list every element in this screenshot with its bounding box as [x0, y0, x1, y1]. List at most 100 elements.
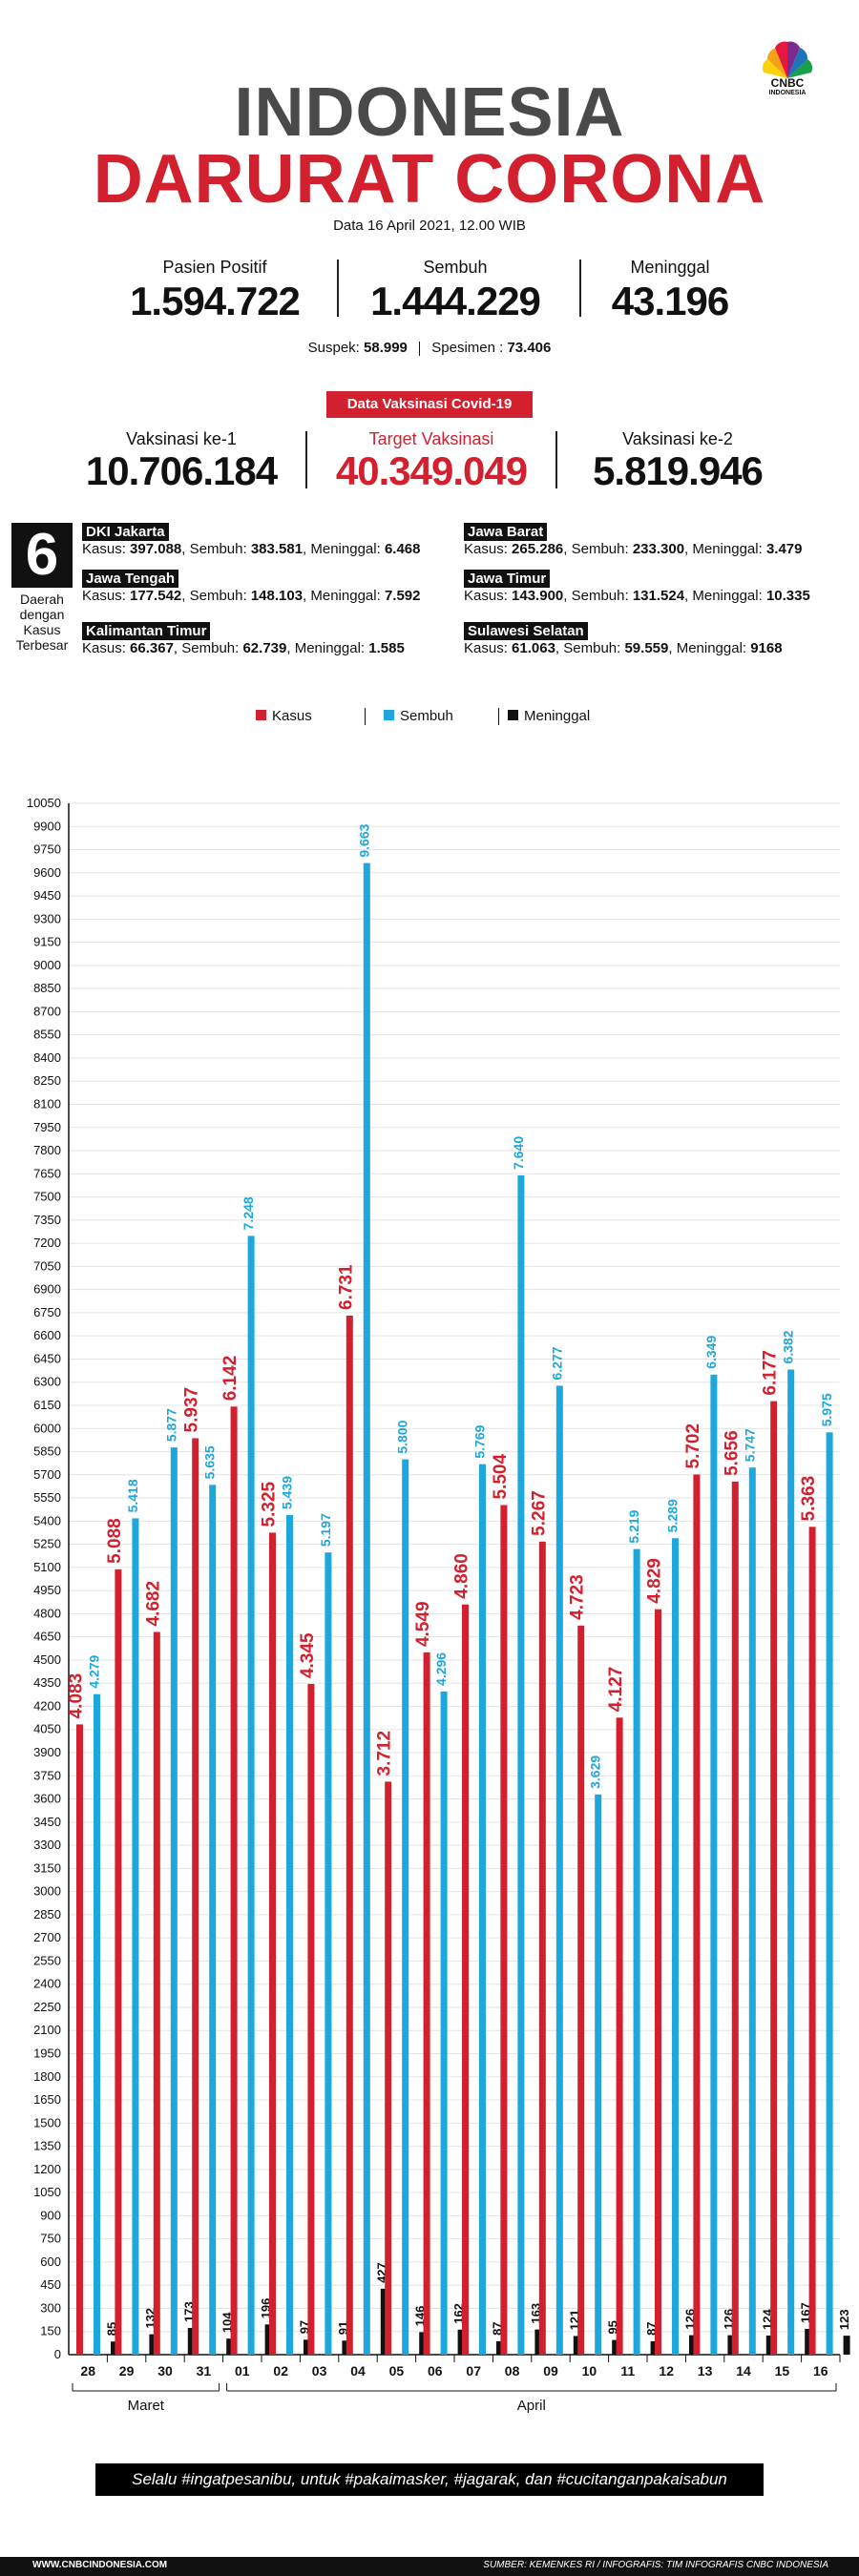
- y-tick-label: 9750: [33, 842, 61, 857]
- y-tick-label: 2550: [33, 1953, 61, 1967]
- data-label-kasus: 6.142: [220, 1356, 241, 1402]
- footer-site: WWW.CNBCINDONESIA.COM: [32, 2560, 168, 2570]
- y-tick-label: 10050: [27, 796, 61, 810]
- x-tick-label: 01: [235, 2363, 250, 2379]
- y-tick-label: 8100: [33, 1096, 61, 1111]
- bar-meninggal: [612, 2339, 619, 2355]
- bar-kasus: [693, 1474, 701, 2355]
- bar-sembuh: [517, 1174, 525, 2355]
- bar-meninggal: [264, 2324, 272, 2355]
- region-side-label-line: Daerah: [20, 592, 64, 607]
- region-name: DKI Jakarta: [82, 523, 169, 541]
- y-tick-label: 9150: [33, 935, 61, 949]
- y-tick-label: 7200: [33, 1236, 61, 1250]
- vaccine-dose2-label: Vaksinasi ke-2: [622, 429, 733, 448]
- y-tick-label: 8700: [33, 1004, 61, 1018]
- data-label-sembuh: 6.382: [781, 1330, 796, 1363]
- bar-meninggal: [187, 2328, 195, 2355]
- y-tick-label: 8550: [33, 1028, 61, 1042]
- data-label-kasus: 5.702: [683, 1423, 703, 1469]
- x-tick-label: 04: [350, 2363, 366, 2379]
- bar-sembuh: [325, 1552, 332, 2355]
- y-tick-label: 6750: [33, 1305, 61, 1319]
- y-tick-label: 1200: [33, 2162, 61, 2176]
- cnbc-peacock-logo-icon: [762, 41, 813, 78]
- y-tick-label: 6150: [33, 1398, 61, 1412]
- region-side-label-line: Terbesar: [15, 637, 69, 653]
- y-tick-label: 1950: [33, 2046, 61, 2061]
- data-label-meninggal: 123: [837, 2309, 851, 2330]
- data-label-kasus: 4.829: [645, 1558, 665, 1604]
- y-tick-label: 2700: [33, 1930, 61, 1944]
- x-tick-label: 11: [620, 2363, 635, 2379]
- bar-kasus: [616, 1717, 623, 2355]
- positive-label: Pasien Positif: [162, 258, 267, 277]
- bar-kasus: [808, 1527, 816, 2355]
- data-label-sembuh: 3.629: [588, 1755, 603, 1789]
- region-dki-jakarta: DKI Jakarta Kasus: 397.088, Sembuh: 383.…: [82, 523, 464, 557]
- y-tick-label: 3600: [33, 1792, 61, 1806]
- bar-sembuh: [748, 1467, 756, 2355]
- region-sulawesi-selatan: Sulawesi Selatan Kasus: 61.063, Sembuh: …: [464, 622, 850, 656]
- bar-kasus: [269, 1532, 276, 2355]
- y-tick-label: 4500: [33, 1652, 61, 1667]
- region-name: Jawa Tengah: [82, 570, 179, 588]
- y-tick-label: 3150: [33, 1860, 61, 1875]
- positive-value: 1.594.722: [130, 279, 301, 323]
- region-count-number: 6: [11, 523, 73, 588]
- data-label-kasus: 4.127: [606, 1667, 626, 1713]
- y-tick-label: 7350: [33, 1213, 61, 1227]
- y-tick-label: 7800: [33, 1143, 61, 1157]
- bar-kasus: [655, 1609, 661, 2355]
- bar-sembuh: [710, 1374, 718, 2355]
- vaccine-target-label: Target Vaksinasi: [368, 429, 494, 448]
- data-label-sembuh: 7.248: [241, 1196, 256, 1230]
- bar-sembuh: [363, 862, 370, 2355]
- data-label-kasus: 4.723: [568, 1574, 588, 1620]
- bar-kasus: [115, 1568, 122, 2355]
- data-label-kasus: 4.860: [452, 1553, 472, 1599]
- region-data: Kasus: 397.088, Sembuh: 383.581, Meningg…: [82, 541, 421, 557]
- bar-sembuh: [132, 1518, 139, 2355]
- y-tick-label: 5250: [33, 1537, 61, 1551]
- data-label-sembuh: 4.279: [87, 1654, 102, 1688]
- data-label-sembuh: 5.975: [819, 1393, 834, 1426]
- region-side-label-line: dengan: [19, 607, 65, 622]
- x-tick-label: 12: [659, 2363, 674, 2379]
- y-tick-label: 5700: [33, 1467, 61, 1482]
- recovered-label: Sembuh: [423, 258, 488, 277]
- specimen-value: 73.406: [507, 340, 552, 356]
- data-label-sembuh: 4.296: [433, 1652, 449, 1686]
- region-data: Kasus: 177.542, Sembuh: 148.103, Meningg…: [82, 588, 421, 604]
- region-side-label: Daerah dengan Kasus Terbesar: [8, 592, 76, 653]
- bar-kasus: [192, 1438, 199, 2355]
- data-label-kasus: 6.731: [336, 1264, 356, 1310]
- legend-label: Meninggal: [524, 708, 591, 724]
- bar-meninggal: [226, 2338, 234, 2355]
- x-tick-label: 09: [543, 2363, 558, 2379]
- bar-sembuh: [826, 1432, 833, 2355]
- x-tick-label: 15: [775, 2363, 790, 2379]
- bar-kasus: [230, 1406, 238, 2355]
- data-label-sembuh: 5.439: [280, 1476, 295, 1509]
- x-tick-label: 05: [389, 2363, 405, 2379]
- bar-meninggal: [765, 2335, 773, 2355]
- region-side-label-line: Kasus: [23, 622, 61, 637]
- bar-kasus: [307, 1684, 315, 2355]
- y-tick-label: 9300: [33, 911, 61, 925]
- bar-kasus: [76, 1724, 83, 2355]
- y-tick-label: 1800: [33, 2069, 61, 2084]
- legend-swatch-sembuh: [384, 710, 394, 720]
- bar-kasus: [538, 1541, 546, 2355]
- x-tick-label: 31: [197, 2363, 212, 2379]
- data-label-sembuh: 5.800: [395, 1420, 410, 1453]
- x-tick-label: 10: [582, 2363, 597, 2379]
- bar-sembuh: [787, 1369, 795, 2355]
- data-label-sembuh: 7.640: [511, 1136, 526, 1170]
- x-tick-label: 29: [119, 2363, 135, 2379]
- row-separator: [419, 341, 421, 356]
- region-kalimantan-timur: Kalimantan Timur Kasus: 66.367, Sembuh: …: [82, 622, 464, 656]
- x-tick-label: 13: [698, 2363, 713, 2379]
- region-name: Jawa Timur: [464, 570, 551, 588]
- data-label-kasus: 5.656: [722, 1430, 742, 1476]
